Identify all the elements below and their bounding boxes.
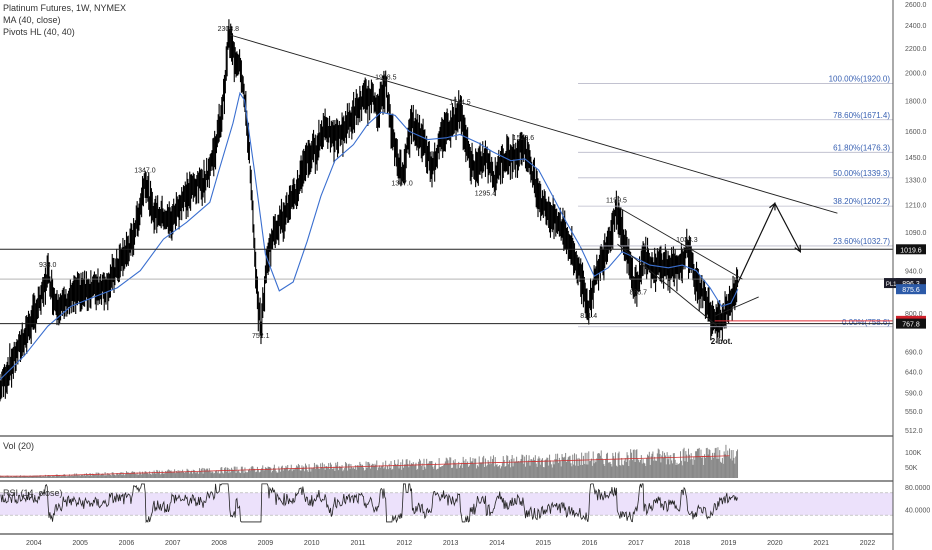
ma-badge-bg: [896, 284, 926, 295]
arrow-head: [794, 244, 802, 253]
volume-ma-line: [0, 455, 730, 477]
pivot-label: 811.4: [580, 313, 597, 320]
pivot-label: 888.7: [629, 289, 647, 296]
trendline: [617, 243, 718, 326]
time-axis-tick: 2007: [165, 540, 181, 547]
pivot-label: 938.0: [39, 262, 57, 269]
level-badge: 1019.6: [900, 247, 922, 254]
time-axis-tick: 2021: [813, 540, 829, 547]
chart-title: Platinum Futures, 1W, NYMEX: [3, 3, 127, 13]
ma-indicator-label[interactable]: MA (40, close): [3, 15, 61, 25]
price-axis-tick: 2200.0: [905, 46, 927, 53]
fib-level-label: 23.60%(1032.7): [833, 237, 890, 246]
fib-level-label: 0.00%(758.6): [842, 318, 890, 327]
fib-level-label: 78.60%(1671.4): [833, 111, 890, 120]
rsi-band: [0, 492, 893, 516]
time-axis-tick: 2009: [258, 540, 274, 547]
pivots-indicator-label[interactable]: Pivots HL (40, 40): [3, 27, 75, 37]
fib-level-label: 38.20%(1202.2): [833, 197, 890, 206]
price-axis-tick: 2400.0: [905, 23, 927, 30]
pivot-label: 1523.6: [513, 135, 535, 142]
time-axis-tick: 2010: [304, 540, 320, 547]
volume-panel[interactable]: [0, 444, 739, 478]
fib-level-label: 100.00%(1920.0): [829, 74, 891, 83]
fib-level-label: 50.00%(1339.3): [833, 169, 890, 178]
price-panel[interactable]: 100.00%(1920.0) 78.60%(1671.4) 61.80%(1476…: [0, 19, 893, 402]
price-axis-tick: 550.0: [905, 409, 923, 416]
time-axis-tick: 2013: [443, 540, 459, 547]
time-axis-tick: 2004: [26, 540, 42, 547]
price-axis-tick: 2000.0: [905, 71, 927, 78]
price-bars: [0, 19, 739, 402]
time-axis-tick: 2011: [351, 540, 366, 547]
volume-bars: [0, 444, 739, 478]
pivot-label: 752.1: [252, 333, 270, 340]
time-axis-tick: 2020: [767, 540, 783, 547]
time-axis-tick: 2008: [211, 540, 227, 547]
pivot-label: 1295.4: [475, 191, 497, 198]
time-axis-tick: 2016: [582, 540, 598, 547]
price-axis-tick: 1090.0: [905, 230, 927, 237]
pivot-label: 1918.5: [375, 75, 397, 82]
fib-level-label: 61.80%(1476.3): [833, 143, 890, 152]
trendline: [714, 296, 759, 317]
pivot-label: 1199.5: [606, 198, 627, 205]
rsi-panel[interactable]: [0, 483, 893, 524]
pattern-annotation: 2-bot.: [711, 337, 733, 346]
volume-axis-tick: 100K: [905, 450, 922, 457]
pivot-label: 1033.3: [676, 237, 698, 244]
time-axis-tick: 2014: [489, 540, 505, 547]
pivot-label: 1347.0: [134, 167, 156, 174]
time-axis-tick: 2005: [72, 540, 88, 547]
level-badge: 767.8: [902, 322, 920, 329]
symbol-tag: PL1!: [886, 282, 899, 288]
volume-indicator-label[interactable]: Vol (20): [3, 441, 35, 451]
volume-axis-tick: 50K: [905, 465, 918, 472]
symbol-tag-bg: [884, 278, 900, 289]
price-axis-tick: 690.0: [905, 350, 923, 357]
price-axis-tick: 1600.0: [905, 129, 927, 136]
ma-badge: 875.6: [902, 287, 920, 294]
arrow-head: [769, 202, 776, 211]
price-axis-tick: 640.0: [905, 369, 923, 376]
price-axis-tick: 512.0: [905, 428, 923, 435]
rsi-line: [0, 483, 738, 524]
pivot-label: 2308.8: [218, 26, 240, 33]
time-axis-tick: 2015: [536, 540, 552, 547]
time-axis-tick: 2017: [628, 540, 644, 547]
price-axis-tick: 2600.0: [905, 2, 927, 9]
price-axis-tick: 1210.0: [905, 202, 927, 209]
pivot-label: 1744.5: [449, 100, 471, 107]
price-axis-tick: 940.0: [905, 269, 923, 276]
trendline: [230, 34, 838, 214]
price-axis-tick: 590.0: [905, 391, 923, 398]
rsi-axis-tick: 80.0000: [905, 485, 930, 492]
level-badge-bg: [896, 318, 926, 329]
trendline: [617, 206, 743, 280]
price-badge-bg: [896, 278, 926, 289]
pivot-label: 1347.0: [391, 180, 413, 187]
level-badge-bg: [896, 244, 926, 255]
price-axis-tick: 800.0: [905, 311, 923, 318]
time-axis-tick: 2018: [674, 540, 690, 547]
time-axis-tick: 2012: [397, 540, 413, 547]
price-axis-tick: 1450.0: [905, 155, 927, 162]
ma-line: [0, 91, 739, 381]
price-axis-tick: 1330.0: [905, 178, 927, 185]
time-axis-tick: 2006: [119, 540, 135, 547]
rsi-axis-tick: 40.0000: [905, 508, 930, 515]
price-axis-tick: 1800.0: [905, 98, 927, 105]
time-axis-tick: 2019: [721, 540, 737, 547]
rsi-indicator-label[interactable]: RSI (14, close): [3, 488, 63, 498]
time-axis-tick: 2022: [860, 540, 876, 547]
